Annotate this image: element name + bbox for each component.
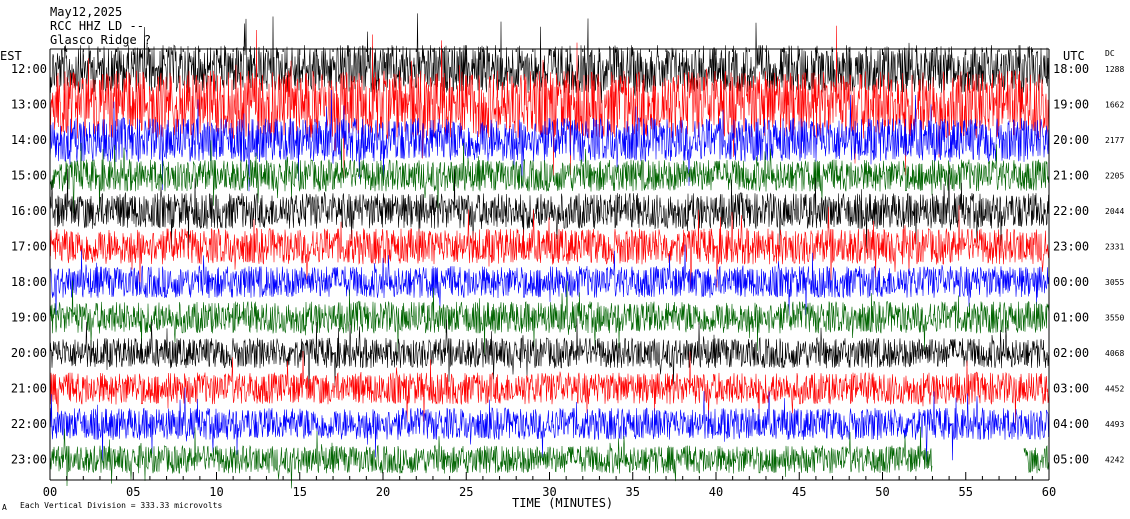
dc-header-label: DC: [1105, 49, 1115, 58]
left-hour-label: 22:00: [11, 417, 47, 431]
dc-value-label: 4493: [1105, 420, 1124, 429]
x-tick-label: 45: [792, 485, 806, 499]
dc-value-label: 2331: [1105, 243, 1124, 252]
left-hour-label: 15:00: [11, 169, 47, 183]
left-timezone-label: EST: [0, 49, 22, 63]
dc-value-label: 4452: [1105, 385, 1124, 394]
dc-value-label: 2044: [1105, 207, 1124, 216]
x-tick-label: 05: [126, 485, 140, 499]
left-hour-label: 12:00: [11, 62, 47, 76]
right-hour-label: 02:00: [1053, 346, 1089, 360]
right-hour-label: 23:00: [1053, 240, 1089, 254]
left-hour-label: 17:00: [11, 240, 47, 254]
right-hour-label: 20:00: [1053, 133, 1089, 147]
x-tick-label: 60: [1042, 485, 1056, 499]
left-hour-label: 14:00: [11, 133, 47, 147]
dc-value-label: 4068: [1105, 349, 1124, 358]
station-label: RCC HHZ LD --: [50, 19, 144, 33]
trace-line-1300: [49, 25, 1050, 178]
x-tick-label: 10: [209, 485, 223, 499]
x-tick-label: 25: [459, 485, 473, 499]
trace-group: [49, 13, 1050, 489]
left-hour-label: 16:00: [11, 204, 47, 218]
trace-line-1900: [49, 280, 1050, 355]
x-tick-label: 30: [542, 485, 556, 499]
label-group: 12:00 18:00 1288 13:00 19:00 1662 14:00 20:00 21…: [11, 62, 1125, 499]
x-tick-label: 40: [709, 485, 723, 499]
right-hour-label: 05:00: [1053, 453, 1089, 467]
right-hour-label: 04:00: [1053, 417, 1089, 431]
trace-line-2200: [49, 387, 1050, 462]
dc-value-label: 2177: [1105, 136, 1124, 145]
left-hour-label: 13:00: [11, 98, 47, 112]
trace-line-2300: [49, 426, 933, 489]
dc-value-label: 2205: [1105, 172, 1124, 181]
right-hour-label: 18:00: [1053, 62, 1089, 76]
x-tick-label: 55: [959, 485, 973, 499]
trace-line-1600: [49, 168, 1050, 253]
x-tick-label: 50: [875, 485, 889, 499]
trace-line-1800: [49, 244, 1050, 316]
scale-note: Each Vertical Division = 333.33 microvol…: [20, 501, 223, 510]
left-hour-label: 21:00: [11, 382, 47, 396]
corner-mark: A: [2, 503, 7, 512]
left-hour-label: 23:00: [11, 453, 47, 467]
dc-value-label: 4242: [1105, 456, 1124, 465]
right-hour-label: 19:00: [1053, 98, 1089, 112]
right-hour-label: 00:00: [1053, 275, 1089, 289]
right-hour-label: 21:00: [1053, 169, 1089, 183]
trace-line-2300-b: [1023, 445, 1049, 474]
dc-value-label: 3550: [1105, 314, 1124, 323]
dc-value-label: 1288: [1105, 65, 1124, 74]
right-hour-label: 01:00: [1053, 311, 1089, 325]
location-label: Glasco Ridge ?: [50, 33, 152, 47]
left-hour-label: 20:00: [11, 346, 47, 360]
x-tick-label: 35: [626, 485, 640, 499]
trace-line-1400: [49, 89, 1050, 192]
right-hour-label: 03:00: [1053, 382, 1089, 396]
x-tick-label: 15: [293, 485, 307, 499]
axes-group: [49, 48, 1050, 481]
right-timezone-label: UTC: [1063, 49, 1085, 63]
dc-value-label: 1662: [1105, 101, 1124, 110]
x-tick-label: 00: [43, 485, 57, 499]
trace-line-1500: [49, 138, 1050, 214]
trace-line-2100: [49, 350, 1050, 425]
left-hour-label: 18:00: [11, 275, 47, 289]
trace-line-2000: [49, 318, 1050, 389]
trace-line-1700: [49, 205, 1050, 289]
dc-value-label: 3055: [1105, 278, 1124, 287]
date-label: May12,2025: [50, 5, 123, 19]
right-hour-label: 22:00: [1053, 204, 1089, 218]
x-axis-title: TIME (MINUTES): [512, 496, 614, 510]
x-tick-label: 20: [376, 485, 390, 499]
left-hour-label: 19:00: [11, 311, 47, 325]
